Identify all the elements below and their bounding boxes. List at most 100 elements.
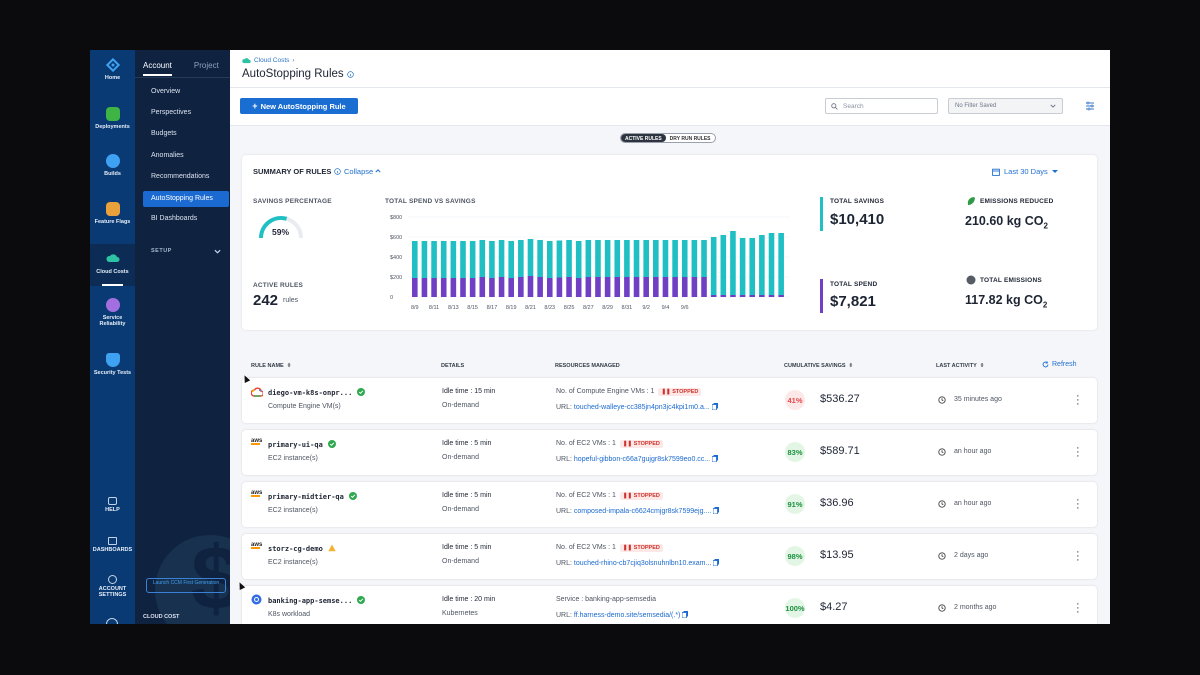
bar-savings[interactable] [450,241,457,278]
bar-spend[interactable] [460,278,466,297]
resource-url-link[interactable]: composed-impala-c6624cmjgr8sk7599ejg.... [573,508,712,515]
nav-item-overview[interactable]: Overview [151,88,181,95]
copy-icon[interactable] [681,611,689,619]
rail-help[interactable]: HELP [90,497,135,517]
bar-spend[interactable] [546,278,553,297]
breadcrumb[interactable]: Cloud Costs › [242,57,295,64]
bar-savings[interactable] [566,240,572,277]
bar-savings[interactable] [489,241,495,278]
bar-savings[interactable] [595,240,601,277]
bar-savings[interactable] [662,240,669,277]
saved-filter-select[interactable]: No Filter Saved [948,98,1063,114]
bar-savings[interactable] [518,240,524,277]
more-options-icon[interactable]: · · · [1076,442,1080,462]
rail-cloud-costs[interactable]: Cloud Costs [90,244,135,286]
bar-spend[interactable] [633,277,640,297]
info-icon[interactable] [334,168,342,175]
copy-icon[interactable] [712,559,720,567]
bar-spend[interactable] [479,277,486,297]
search-input[interactable]: Search [825,98,938,114]
rail-builds[interactable]: Builds [90,154,135,184]
bar-savings[interactable] [691,240,698,277]
bar-savings[interactable] [585,240,592,277]
tab-account[interactable]: Account [143,61,172,76]
bar-spend[interactable] [768,295,775,297]
rule-name[interactable]: primary-midtier-qa [268,493,344,501]
rail-security-tests[interactable]: Security Tests [90,353,135,383]
bar-savings[interactable] [701,240,707,277]
bar-spend[interactable] [759,295,765,297]
bar-spend[interactable] [412,278,418,297]
bar-spend[interactable] [730,295,736,297]
table-row[interactable]: banking-app-semse... K8s workload Idle tim… [242,586,1097,624]
bar-spend[interactable] [643,277,649,297]
nav-item-bi-dashboards[interactable]: BI Dashboards [151,215,198,222]
bar-spend[interactable] [469,278,476,297]
copy-icon[interactable] [711,455,719,463]
bar-savings[interactable] [537,240,543,277]
bar-savings[interactable] [440,241,447,278]
more-options-icon[interactable]: · · · [1076,494,1080,514]
col-cumulative-savings[interactable]: CUMULATIVE SAVINGS ⬍ [784,363,853,369]
col-last-activity[interactable]: LAST ACTIVITY ⬍ [936,363,984,369]
bar-savings[interactable] [739,238,746,295]
bar-spend[interactable] [749,295,756,297]
bar-spend[interactable] [778,295,784,297]
bar-savings[interactable] [421,241,428,278]
table-row[interactable]: aws primary-midtier-qa EC2 instance(s) Idle… [242,482,1097,527]
bar-spend[interactable] [604,277,611,297]
setup-section[interactable]: SETUP [151,248,221,255]
bar-spend[interactable] [489,278,495,297]
bar-spend[interactable] [720,295,727,297]
nav-item-autostopping-rules[interactable]: AutoStopping Rules [143,191,229,207]
bar-spend[interactable] [431,278,437,297]
bar-savings[interactable] [672,240,678,277]
bar-savings[interactable] [720,235,727,295]
bar-savings[interactable] [749,238,756,295]
bar-spend[interactable] [556,277,563,298]
bar-savings[interactable] [546,241,553,278]
bar-savings[interactable] [624,240,630,277]
nav-item-budgets[interactable]: Budgets [151,130,177,137]
bar-savings[interactable] [653,240,659,277]
bar-spend[interactable] [595,277,601,297]
resource-url-link[interactable]: hopeful-gibbon-c66a7gujgr8sk7599eo0.cc..… [573,456,711,463]
rail-home[interactable]: Home [90,58,135,88]
bar-savings[interactable] [460,241,466,278]
toggle-active-rules[interactable]: ACTIVE RULES [621,134,666,142]
bar-savings[interactable] [498,240,505,277]
bar-spend[interactable] [421,278,428,297]
bar-savings[interactable] [643,240,649,277]
tab-project[interactable]: Project [193,61,219,70]
bar-savings[interactable] [759,235,765,295]
bar-savings[interactable] [412,241,418,278]
bar-spend[interactable] [585,277,592,297]
bar-spend[interactable] [672,277,678,297]
new-autostopping-rule-button[interactable]: + New AutoStopping Rule [240,98,358,114]
rule-name[interactable]: diego-vm-k8s-onpr... [268,389,353,397]
rail-account-settings[interactable]: ACCOUNT SETTINGS [90,575,135,601]
bar-savings[interactable] [431,241,437,278]
bar-savings[interactable] [479,240,486,277]
bar-savings[interactable] [508,241,515,278]
bar-savings[interactable] [681,240,688,277]
bar-savings[interactable] [768,233,775,295]
bar-savings[interactable] [556,240,563,278]
rail-feature-flags[interactable]: Feature Flags [90,202,135,232]
bar-spend[interactable] [691,277,698,297]
launch-first-gen-button[interactable]: Launch CCM First Generation [146,578,226,593]
resource-url-link[interactable]: touched-rhino-cb7cjiq3olsnuhnlbn10.exam.… [573,560,712,567]
bar-savings[interactable] [469,241,476,278]
bar-spend[interactable] [498,277,505,297]
filter-settings-icon[interactable] [1085,101,1095,111]
bar-spend[interactable] [681,277,688,297]
bar-spend[interactable] [624,277,630,297]
rule-name[interactable]: banking-app-semse... [268,597,353,605]
bar-spend[interactable] [440,278,447,297]
rail-deployments[interactable]: Deployments [90,107,135,137]
bar-savings[interactable] [710,237,717,295]
copy-icon[interactable] [711,403,718,411]
rail-service-reliability[interactable]: Service Reliability [90,298,135,334]
rule-name[interactable]: primary-ui-qa [268,441,323,449]
bar-spend[interactable] [653,277,659,297]
